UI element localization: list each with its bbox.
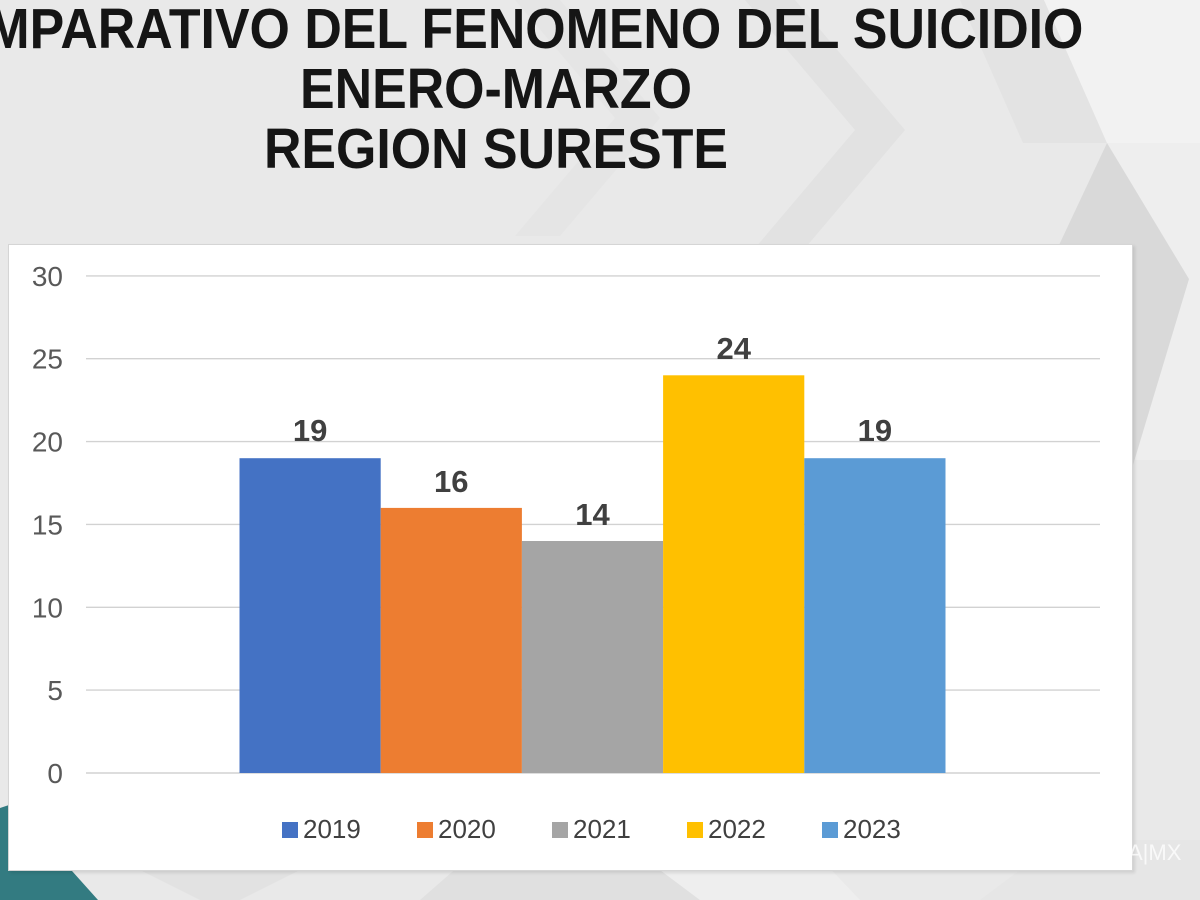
svg-text:20: 20 (32, 427, 63, 458)
svg-text:2023: 2023 (843, 814, 901, 844)
svg-text:2021: 2021 (573, 814, 631, 844)
svg-text:15: 15 (32, 509, 63, 540)
svg-text:30: 30 (32, 261, 63, 292)
svg-text:2020: 2020 (438, 814, 496, 844)
svg-text:2022: 2022 (708, 814, 766, 844)
svg-text:16: 16 (434, 464, 468, 499)
svg-text:5: 5 (47, 675, 63, 706)
svg-text:0: 0 (47, 758, 63, 789)
svg-text:2019: 2019 (303, 814, 361, 844)
svg-text:10: 10 (32, 592, 63, 623)
svg-text:19: 19 (293, 413, 327, 448)
svg-text:24: 24 (716, 331, 751, 366)
svg-text:25: 25 (32, 344, 63, 375)
svg-text:14: 14 (575, 497, 610, 532)
svg-text:19: 19 (858, 413, 892, 448)
